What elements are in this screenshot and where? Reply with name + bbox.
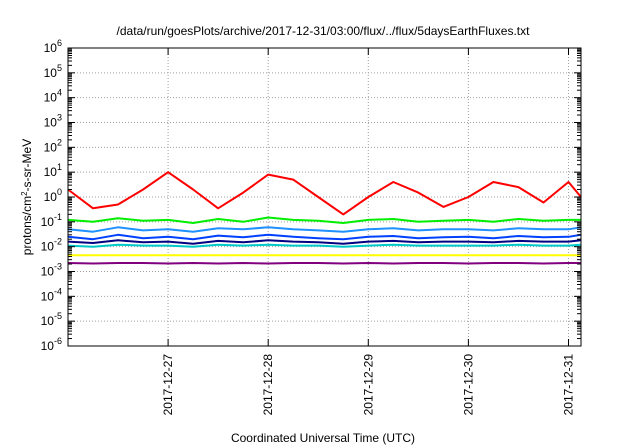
y-axis-title-base: protons/cm [20, 196, 34, 255]
y-tick-base: 10 [44, 66, 58, 80]
x-axis-title: Coordinated Universal Time (UTC) [231, 431, 415, 445]
y-tick-base: 10 [41, 339, 55, 353]
x-axis: 2017-12-27 2017-12-28 2017-12-29 2017-12-30… [161, 48, 575, 415]
y-tick-base: 10 [41, 215, 55, 229]
y-axis: 10-610-510-410-310-210-11001011021031041… [41, 38, 581, 353]
y-tick-label: 10-1 [41, 212, 62, 229]
y-tick-exponent: 3 [57, 113, 62, 123]
y-tick-label: 10-4 [41, 286, 62, 303]
y-tick-base: 10 [44, 140, 58, 154]
y-tick-exponent: 5 [57, 63, 62, 73]
y-tick-label: 104 [44, 88, 62, 105]
y-tick-exponent: 4 [57, 88, 62, 98]
y-axis-title-sup: 2 [20, 191, 29, 196]
y-tick-base: 10 [44, 165, 58, 179]
y-tick-exponent: -4 [54, 286, 62, 296]
y-tick-exponent: -2 [54, 237, 62, 247]
y-tick-base: 10 [44, 91, 58, 105]
y-tick-exponent: 1 [57, 162, 62, 172]
y-tick-exponent: 0 [57, 187, 62, 197]
y-tick-label: 101 [44, 162, 62, 179]
y-axis-title-rest: -s-sr-MeV [20, 139, 34, 192]
y-tick-label: 106 [44, 38, 62, 55]
x-tick-label: 2017-12-31 [561, 354, 575, 416]
x-tick-label: 2017-12-30 [461, 354, 475, 416]
plot-frame [67, 47, 582, 347]
series-line-3 [67, 226, 582, 233]
y-tick-exponent: -1 [54, 212, 62, 222]
y-tick-exponent: -6 [54, 336, 62, 346]
series-line-5 [67, 239, 582, 245]
y-tick-base: 10 [41, 240, 55, 254]
series-line-6 [67, 243, 582, 248]
y-tick-base: 10 [41, 265, 55, 279]
y-tick-base: 10 [44, 116, 58, 130]
y-tick-base: 10 [41, 314, 55, 328]
x-tick-label: 2017-12-27 [161, 354, 175, 416]
y-tick-label: 102 [44, 137, 62, 154]
grid [68, 48, 581, 346]
chart-title: /data/run/goesPlots/archive/2017-12-31/0… [117, 24, 531, 38]
y-tick-exponent: 2 [57, 137, 62, 147]
y-tick-exponent: -5 [54, 311, 62, 321]
series-layer [67, 171, 582, 265]
y-tick-label: 10-5 [41, 311, 62, 328]
y-tick-base: 10 [44, 41, 58, 55]
y-tick-label: 10-3 [41, 262, 62, 279]
series-line-4 [67, 233, 582, 241]
series-line-1 [67, 171, 582, 216]
y-tick-label: 105 [44, 63, 62, 80]
y-tick-exponent: 6 [57, 38, 62, 48]
y-tick-exponent: -3 [54, 262, 62, 272]
x-tick-label: 2017-12-29 [361, 354, 375, 416]
y-tick-label: 100 [44, 187, 62, 204]
y-tick-label: 103 [44, 113, 62, 130]
y-tick-label: 10-2 [41, 237, 62, 254]
series-line-8 [67, 262, 581, 265]
y-axis-title: protons/cm2-s-sr-MeV [20, 139, 35, 255]
y-tick-label: 10-6 [41, 336, 62, 353]
x-tick-label: 2017-12-28 [261, 354, 275, 416]
y-tick-base: 10 [41, 289, 55, 303]
y-tick-base: 10 [44, 190, 58, 204]
series-line-2 [67, 216, 581, 224]
